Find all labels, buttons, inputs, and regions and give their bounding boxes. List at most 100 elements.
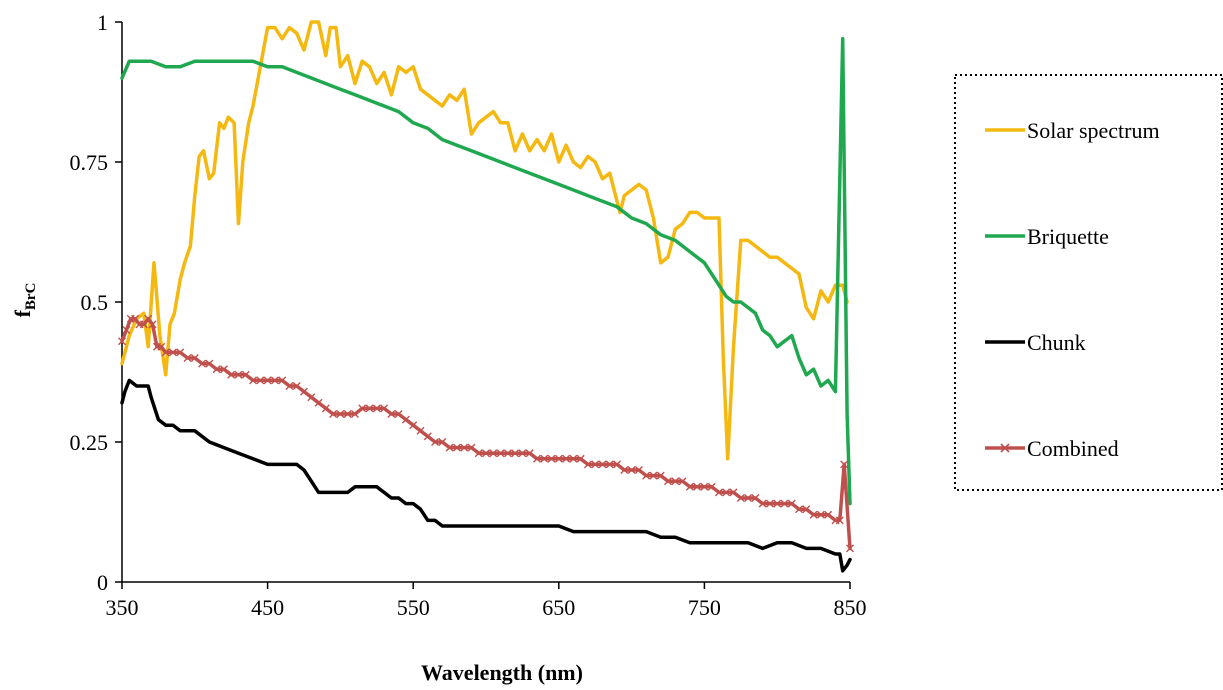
data-point	[365, 404, 374, 413]
data-point	[144, 314, 153, 323]
data-point	[431, 438, 440, 446]
data-point	[714, 488, 723, 497]
data-point	[321, 404, 330, 413]
x-tick-label: 850	[834, 595, 867, 620]
data-point	[664, 477, 672, 486]
data-point	[598, 460, 607, 469]
data-point	[131, 314, 140, 323]
data-point	[816, 510, 825, 519]
data-point	[118, 337, 126, 346]
data-point	[846, 544, 854, 553]
data-point	[329, 410, 338, 418]
legend-label: Briquette	[1027, 224, 1109, 249]
data-point	[307, 393, 316, 402]
data-point	[168, 348, 177, 357]
data-point	[802, 505, 811, 514]
series-line-solar-spectrum	[120, 20, 849, 461]
legend-label: Solar spectrum	[1027, 118, 1160, 143]
data-point	[482, 449, 490, 458]
data-point	[503, 449, 512, 458]
data-point	[387, 410, 396, 418]
data-point	[605, 460, 614, 469]
legend-item-chunk: Chunk	[985, 330, 1086, 355]
data-point	[562, 454, 571, 463]
y-tick-label: 1	[97, 10, 108, 35]
data-point	[824, 510, 833, 519]
y-axis-title-main: f	[10, 309, 35, 317]
x-tick-label: 350	[106, 595, 139, 620]
data-point	[438, 438, 447, 446]
y-axis-title: fBrC	[10, 283, 39, 318]
data-point	[511, 449, 520, 458]
data-point	[700, 482, 709, 491]
data-point	[416, 426, 425, 435]
data-point	[234, 370, 243, 379]
legend-label: Combined	[1027, 436, 1119, 461]
data-point	[707, 482, 716, 491]
axes	[115, 21, 851, 589]
data-point	[780, 499, 789, 508]
data-point	[525, 449, 534, 458]
data-point	[212, 365, 221, 374]
data-point	[751, 494, 760, 502]
series-line-chunk	[120, 378, 852, 573]
data-point	[336, 410, 345, 418]
y-tick-label: 0.75	[70, 150, 109, 175]
data-point	[795, 505, 804, 514]
data-point	[613, 460, 622, 469]
data-point	[409, 421, 418, 430]
data-point	[314, 398, 323, 407]
data-point	[634, 466, 643, 474]
data-point	[840, 460, 849, 469]
data-point	[176, 348, 185, 357]
data-point	[496, 449, 505, 458]
data-point	[219, 365, 228, 374]
data-point	[729, 488, 738, 497]
data-point	[693, 482, 702, 491]
data-point	[489, 449, 498, 458]
data-point	[627, 466, 636, 474]
data-point	[350, 410, 359, 418]
y-tick-label: 0.25	[70, 430, 109, 455]
data-point	[190, 354, 199, 362]
data-point	[401, 415, 410, 424]
data-point	[554, 454, 563, 463]
legend-label: Chunk	[1027, 330, 1086, 355]
y-tick-label: 0	[97, 570, 108, 595]
data-point	[773, 499, 782, 508]
data-point	[765, 499, 774, 508]
data-point	[649, 471, 658, 480]
x-tick-label: 650	[542, 595, 575, 620]
data-point	[620, 466, 629, 474]
data-point	[518, 449, 527, 458]
data-point	[241, 370, 250, 379]
x-axis-title: Wavelength (nm)	[421, 660, 583, 685]
data-point	[467, 443, 476, 452]
data-point	[300, 387, 308, 396]
data-point	[122, 326, 131, 334]
data-point	[423, 432, 432, 441]
data-point	[161, 348, 170, 357]
data-point	[569, 454, 578, 463]
data-point	[198, 359, 207, 368]
data-point	[278, 376, 287, 385]
data-point	[576, 454, 585, 463]
data-point	[227, 370, 236, 379]
series-lines	[118, 20, 854, 573]
data-point	[722, 488, 731, 497]
legend-item-solar-spectrum: Solar spectrum	[985, 118, 1160, 143]
data-point	[787, 499, 796, 508]
data-point	[270, 376, 279, 385]
legend: Solar spectrum Briquette Chunk Combined	[954, 74, 1223, 491]
legend-marker	[1000, 443, 1010, 453]
legend-item-combined: Combined	[985, 436, 1119, 461]
data-point	[532, 454, 541, 463]
data-point	[642, 471, 651, 480]
data-point	[736, 494, 745, 502]
data-point	[394, 410, 403, 418]
data-point	[474, 449, 483, 458]
x-tick-label: 550	[397, 595, 430, 620]
tick-labels: 0 0.25 0.5 0.75 1 350 450 550 650 750 850	[70, 10, 867, 620]
